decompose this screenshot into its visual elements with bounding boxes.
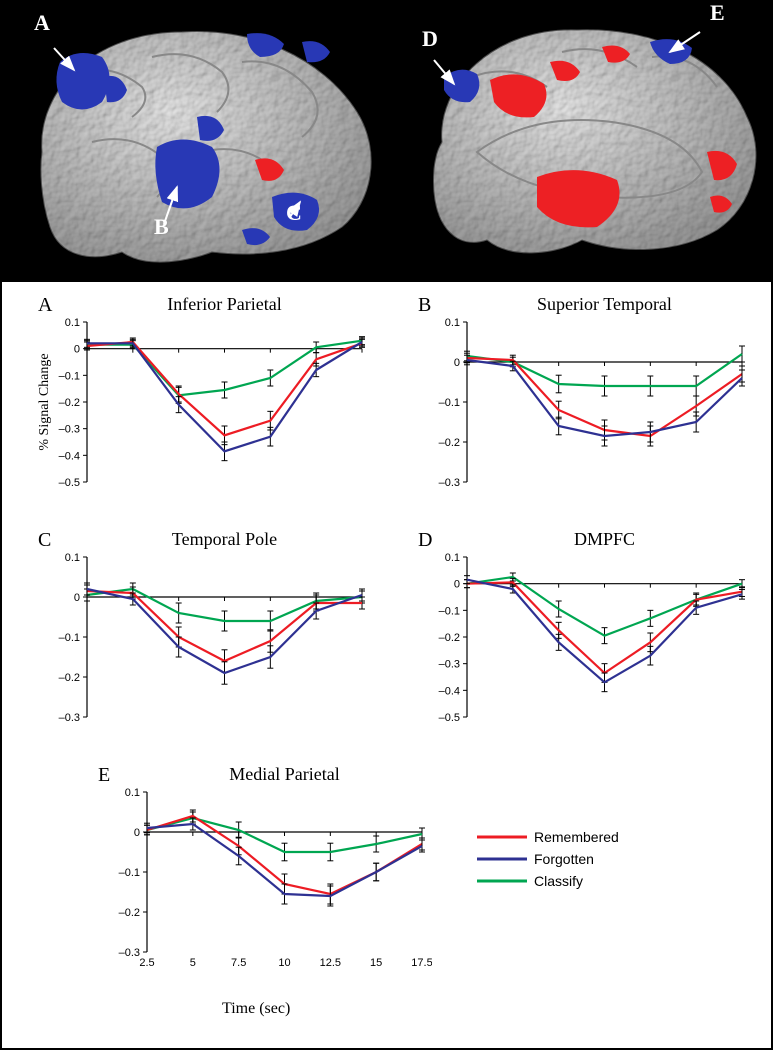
legend-label-classify: Classify [534, 873, 583, 889]
xtick-label: 2.5 [139, 957, 154, 969]
ytick-label: 0.1 [445, 317, 460, 329]
ytick-label: –0.3 [439, 659, 460, 671]
ytick-label: –0.2 [439, 632, 460, 644]
chart-E: Medial Parietal –0.3 –0.2 –0.1 0 0.1 2.5 5 7.5 10… [92, 762, 432, 982]
brain-panel: ABCDE [2, 2, 771, 282]
chart-tag-A: A [38, 294, 52, 317]
ytick-label: –0.1 [59, 370, 80, 382]
brain-label-D: D [422, 26, 438, 51]
region-D [444, 70, 479, 103]
x-axis-title: Time (sec) [222, 1000, 290, 1018]
ytick-label: 0.1 [65, 317, 80, 329]
ytick-label: 0 [134, 827, 140, 839]
ytick-label: –0.1 [439, 605, 460, 617]
ytick-label: –0.2 [119, 907, 140, 919]
brain-label-A: A [34, 10, 50, 35]
ytick-label: 0 [74, 344, 80, 356]
ytick-label: –0.2 [59, 672, 80, 684]
chart-tag-B: B [418, 294, 431, 317]
legend: Remembered Forgotten Classify [472, 822, 672, 907]
chart-D: DMPFC –0.5 –0.4 –0.3 –0.2 –0.1 0 0.1 D [412, 527, 752, 747]
ytick-label: –0.1 [119, 867, 140, 879]
xtick-label: 10 [278, 957, 290, 969]
ytick-label: –0.1 [439, 397, 460, 409]
ytick-label: 0 [74, 592, 80, 604]
legend-label-remembered: Remembered [534, 829, 619, 845]
ytick-label: 0 [454, 579, 460, 591]
ytick-label: –0.2 [59, 397, 80, 409]
ytick-label: –0.4 [59, 450, 80, 462]
ytick-label: –0.5 [439, 712, 460, 724]
chart-tag-C: C [38, 529, 51, 552]
brain-label-E: E [710, 2, 725, 25]
y-axis-title: % Signal Change [37, 353, 52, 450]
xtick-label: 7.5 [231, 957, 246, 969]
xtick-label: 15 [370, 957, 382, 969]
ytick-label: –0.3 [119, 947, 140, 959]
ytick-label: –0.5 [59, 477, 80, 489]
chart-tag-D: D [418, 529, 432, 552]
brain-lateral-left [41, 31, 371, 262]
charts-area: Inferior Parietal –0.5 –0.4 –0.3 –0.2 –0.1 0 0.… [2, 282, 771, 1052]
chart-title: Superior Temporal [537, 294, 672, 314]
chart-tag-E: E [98, 764, 110, 787]
xtick-label: 12.5 [320, 957, 341, 969]
chart-B: Superior Temporal –0.3 –0.2 –0.1 0 0.1 B [412, 292, 752, 512]
brain-svg: ABCDE [2, 2, 771, 282]
ytick-label: –0.3 [439, 477, 460, 489]
ytick-label: 0 [454, 357, 460, 369]
xtick-label: 5 [190, 957, 196, 969]
ytick-label: –0.4 [439, 685, 460, 697]
ytick-label: –0.2 [439, 437, 460, 449]
chart-A: Inferior Parietal –0.5 –0.4 –0.3 –0.2 –0.1 0 0.… [32, 292, 372, 512]
brain-medial-right [433, 30, 755, 253]
ytick-label: 0.1 [445, 552, 460, 564]
ytick-label: –0.3 [59, 424, 80, 436]
chart-title: Medial Parietal [229, 764, 339, 784]
chart-C: Temporal Pole –0.3 –0.2 –0.1 0 0.1 C [32, 527, 372, 747]
chart-title: Inferior Parietal [167, 294, 281, 314]
ytick-label: –0.3 [59, 712, 80, 724]
xtick-label: 17.5 [411, 957, 432, 969]
ytick-label: –0.1 [59, 632, 80, 644]
chart-title: Temporal Pole [172, 529, 277, 549]
ytick-label: 0.1 [125, 787, 140, 799]
legend-label-forgotten: Forgotten [534, 851, 594, 867]
ytick-label: 0.1 [65, 552, 80, 564]
chart-title: DMPFC [574, 529, 635, 549]
